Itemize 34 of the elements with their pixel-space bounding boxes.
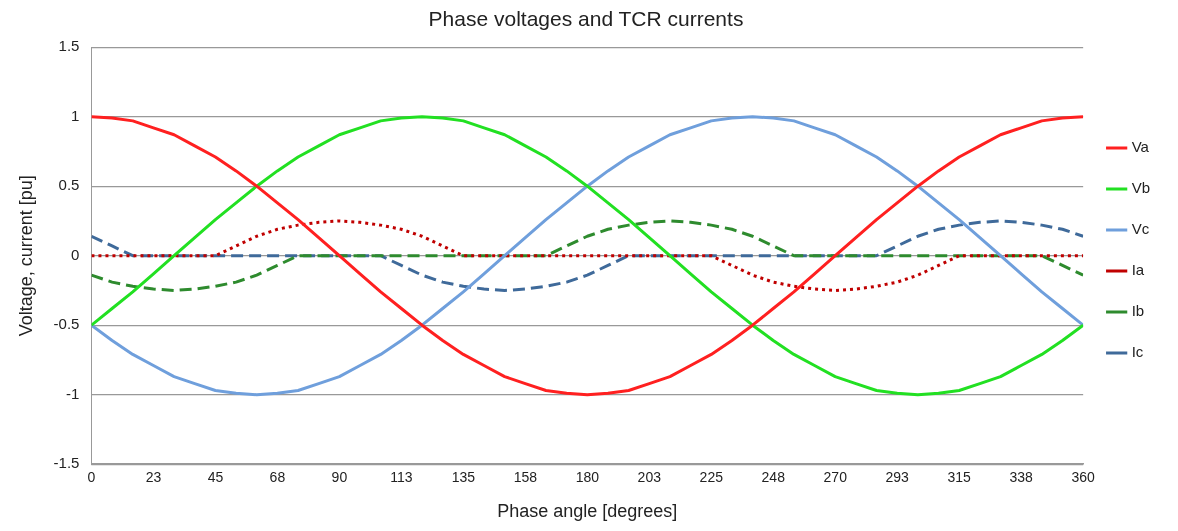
y-tick-label: 0	[71, 245, 80, 263]
x-tick-label: 248	[761, 469, 786, 486]
legend-label: Ib	[1131, 302, 1145, 320]
x-tick-label: 0	[87, 469, 96, 486]
legend-label: Va	[1131, 138, 1150, 156]
x-tick-label: 270	[823, 469, 848, 486]
y-tick-label: 1.5	[58, 37, 80, 55]
y-tick-label: 0.5	[58, 176, 80, 194]
x-tick-label: 23	[145, 469, 162, 486]
legend-label: Vc	[1131, 220, 1150, 238]
y-axis-title: Voltage, current [pu]	[15, 175, 36, 337]
y-tick-label: -1.5	[53, 454, 80, 472]
y-tick-label: 1	[71, 106, 80, 124]
x-tick-label: 338	[1009, 469, 1034, 486]
x-tick-label: 45	[207, 469, 224, 486]
x-tick-label: 135	[451, 469, 476, 486]
x-tick-label: 68	[269, 469, 286, 486]
chart-title: Phase voltages and TCR currents	[428, 7, 744, 31]
x-tick-label: 315	[947, 469, 972, 486]
x-tick-label: 293	[885, 469, 910, 486]
x-tick-label: 158	[513, 469, 538, 486]
x-tick-label: 90	[331, 469, 348, 486]
x-tick-label: 180	[575, 469, 600, 486]
legend-label: Ic	[1131, 343, 1144, 361]
line-series	[91, 219, 1084, 292]
x-tick-label: 113	[390, 469, 413, 486]
legend-label: Vb	[1131, 179, 1151, 197]
legend-label: Ia	[1131, 261, 1145, 279]
x-axis-title: Phase angle [degrees]	[497, 500, 678, 521]
y-tick-label: -1	[66, 384, 80, 402]
x-tick-label: 203	[637, 469, 662, 486]
x-tick-label: 225	[699, 469, 724, 486]
y-tick-label: -0.5	[53, 315, 80, 333]
x-tick-label: 360	[1071, 469, 1096, 486]
